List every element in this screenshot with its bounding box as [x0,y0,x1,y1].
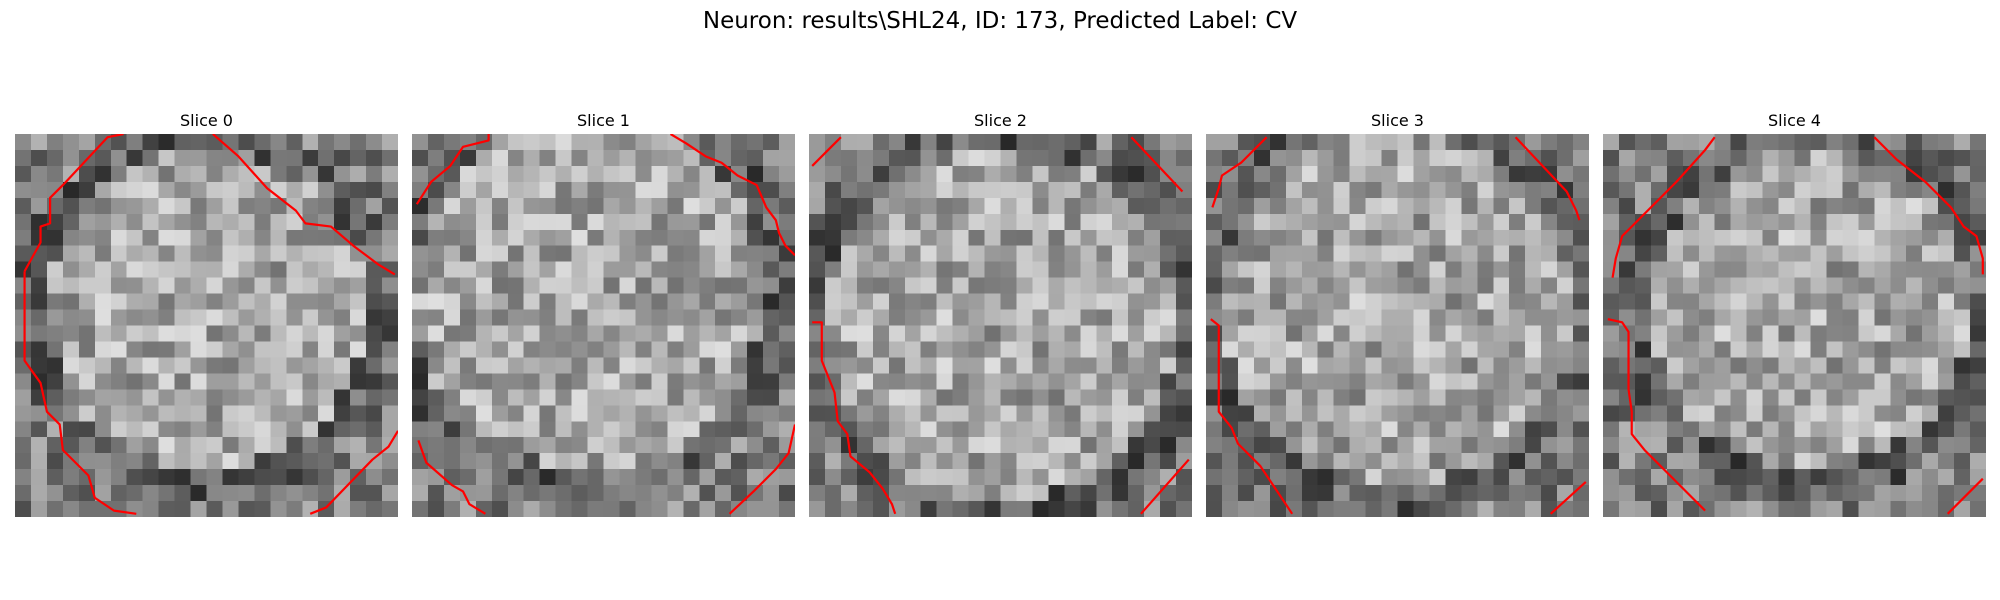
contour-line [812,322,895,514]
contour-line [1131,137,1182,191]
contour-line [671,134,795,255]
contour-line [213,134,395,274]
contour-overlay [15,134,398,517]
slice-title: Slice 1 [577,111,630,130]
contour-line [812,137,841,166]
figure-title: Neuron: results\SHL24, ID: 173, Predicte… [702,8,1298,34]
contour-line [418,440,485,513]
slice-image [1603,134,1986,517]
slice-image [809,134,1192,517]
contour-line [25,271,137,514]
slice-panel-3: Slice 3 [1206,108,1589,517]
slice-panel-0: Slice 0 [15,108,398,517]
slice-image [412,134,795,517]
slice-panel-2: Slice 2 [809,108,1192,517]
contour-line [1874,137,1983,274]
contour-line [1608,319,1705,511]
contour-line [1551,482,1586,514]
contour-line [1613,137,1715,277]
contour-line [730,424,795,513]
contour-line [417,134,489,204]
contour-overlay [1603,134,1986,517]
slice-panel-1: Slice 1 [412,108,795,517]
slice-title: Slice 2 [974,111,1027,130]
slice-title: Slice 4 [1768,111,1821,130]
slice-image [1206,134,1589,517]
slice-title: Slice 3 [1371,111,1424,130]
slice-image [15,134,398,517]
contour-line [1948,479,1983,514]
slice-title: Slice 0 [180,111,233,130]
contour-line [1212,137,1266,207]
contour-line [310,431,398,514]
contour-overlay [1206,134,1589,517]
contour-line [1141,460,1189,514]
contour-line [1211,319,1292,514]
contour-overlay [412,134,795,517]
contour-overlay [809,134,1192,517]
contour-line [25,134,124,271]
contour-line [1516,137,1580,220]
slice-panel-4: Slice 4 [1603,108,1986,517]
